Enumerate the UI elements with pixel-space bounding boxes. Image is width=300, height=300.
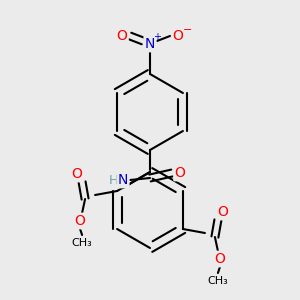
Text: O: O xyxy=(214,252,225,266)
Text: N: N xyxy=(145,37,155,51)
Text: O: O xyxy=(218,205,228,219)
Text: O: O xyxy=(172,29,183,43)
Text: O: O xyxy=(75,214,86,228)
Text: O: O xyxy=(117,29,128,43)
Text: CH₃: CH₃ xyxy=(72,238,92,248)
Text: O: O xyxy=(72,167,83,181)
Text: +: + xyxy=(153,32,161,42)
Text: O: O xyxy=(175,166,185,180)
Text: H: H xyxy=(108,173,118,187)
Text: N: N xyxy=(118,173,128,187)
Text: −: − xyxy=(183,25,193,35)
Text: CH₃: CH₃ xyxy=(208,276,228,286)
